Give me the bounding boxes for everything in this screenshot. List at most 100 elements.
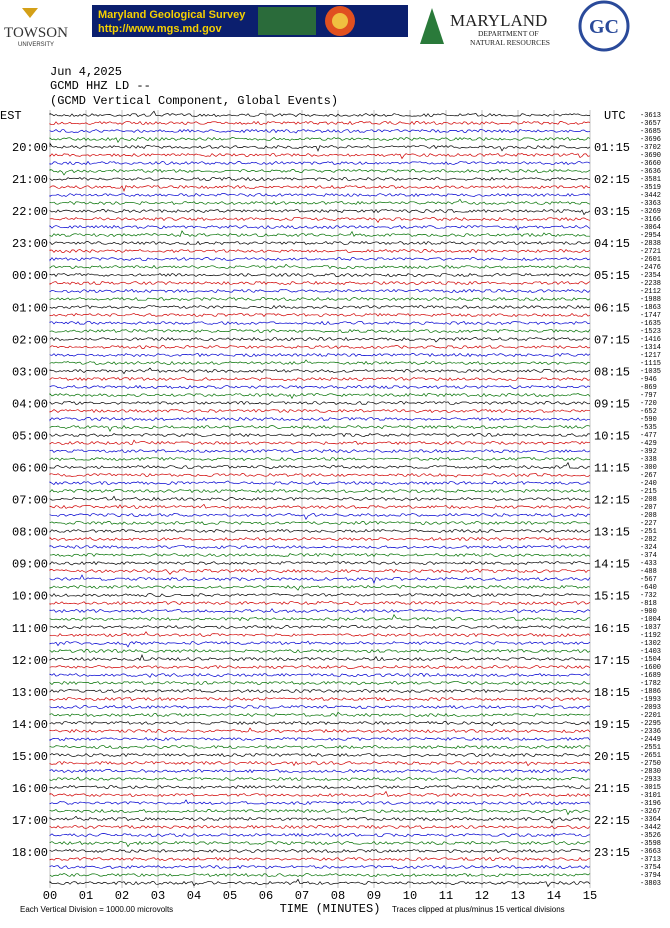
trace-offset: -3713 [640, 856, 661, 864]
trace-offset: -2449 [640, 736, 661, 744]
trace-offset: -1302 [640, 640, 661, 648]
trace [49, 776, 591, 781]
x-tick-label: 07 [295, 889, 309, 903]
trace [49, 654, 591, 661]
right-time: 18:15 [594, 686, 630, 700]
trace [49, 216, 591, 223]
trace-offset: -3754 [640, 864, 661, 872]
trace [49, 681, 591, 685]
trace [49, 608, 591, 614]
trace-offset: -3519 [640, 184, 661, 192]
trace [49, 367, 591, 375]
left-time: 04:00 [12, 397, 48, 411]
right-time: 05:15 [594, 269, 630, 283]
trace [49, 560, 591, 566]
trace-offset: -2651 [640, 752, 661, 760]
trace-offset: -300 [640, 464, 657, 472]
trace [49, 705, 591, 709]
trace [49, 359, 591, 365]
trace [49, 142, 591, 152]
trace-offset: -1747 [640, 312, 661, 320]
mgs-url: http://www.mgs.md.gov [98, 23, 223, 35]
trace-offset: -392 [640, 448, 657, 456]
trace-offset: -251 [640, 528, 657, 536]
left-time: 16:00 [12, 782, 48, 796]
trace-offset: -869 [640, 384, 657, 392]
right-time: 19:15 [594, 718, 630, 732]
right-time: 01:15 [594, 141, 630, 155]
trace-offset: -207 [640, 504, 657, 512]
trace-offset: -3702 [640, 144, 661, 152]
trace [49, 878, 591, 888]
trace [49, 376, 591, 381]
trace-offset: -797 [640, 392, 657, 400]
trace-offset: -3442 [640, 824, 661, 832]
trace [49, 425, 591, 432]
trace [49, 745, 591, 750]
right-time: 03:15 [594, 205, 630, 219]
trace-offset: -1416 [640, 336, 661, 344]
left-time: 23:00 [12, 237, 48, 251]
left-time: 12:00 [12, 654, 48, 668]
trace-offset: -2721 [640, 248, 661, 256]
trace-offset: -732 [640, 592, 657, 600]
x-title: TIME (MINUTES) [280, 902, 381, 916]
gc-badge: GC [578, 0, 630, 52]
trace [49, 503, 591, 510]
trace [49, 433, 591, 438]
trace-offset: -433 [640, 560, 657, 568]
trace [49, 785, 591, 790]
trace [49, 193, 591, 198]
right-time: 07:15 [594, 333, 630, 347]
trace [49, 409, 590, 414]
trace [49, 240, 591, 245]
trace-offset: -720 [640, 400, 657, 408]
trace [49, 640, 591, 648]
trace-offset: -567 [640, 576, 657, 584]
trace-offset: -3685 [640, 128, 661, 136]
left-time: 03:00 [12, 365, 48, 379]
trace [49, 392, 591, 400]
trace-offset: -1037 [640, 624, 661, 632]
trace-offset: -3267 [640, 808, 661, 816]
left-time: 13:00 [12, 686, 48, 700]
x-tick-label: 00 [43, 889, 57, 903]
trace-offset: -2830 [640, 768, 661, 776]
left-time: 09:00 [12, 558, 48, 572]
left-time: 07:00 [12, 494, 48, 508]
trace [49, 312, 591, 317]
trace [49, 601, 591, 606]
trace-offset: -374 [640, 552, 657, 560]
date: Jun 4,2025 [50, 65, 122, 79]
x-tick-label: 11 [439, 889, 453, 903]
trace-offset: -1403 [640, 648, 661, 656]
trace-offset: -1993 [640, 696, 661, 704]
trace-offset: -227 [640, 520, 657, 528]
mgs-map [258, 7, 316, 35]
trace [49, 545, 591, 549]
trace-offset: -488 [640, 568, 657, 576]
left-time: 01:00 [12, 301, 48, 315]
trace [49, 696, 591, 701]
right-time: 06:15 [594, 301, 630, 315]
right-time: 11:15 [594, 462, 630, 476]
left-time: 00:00 [12, 269, 48, 283]
trace [49, 840, 591, 848]
trace [49, 352, 591, 358]
trace [49, 711, 591, 718]
trace-offset: -2354 [640, 272, 661, 280]
footer-scale: Each Vertical Division = 1000.00 microvo… [20, 905, 173, 914]
trace [49, 263, 591, 270]
mgs-bg [92, 5, 408, 37]
trace-offset: -2601 [640, 256, 661, 264]
right-time: 20:15 [594, 750, 630, 764]
trace-offset: -3015 [640, 784, 661, 792]
trace [49, 753, 591, 757]
x-tick-label: 03 [151, 889, 165, 903]
trace [49, 689, 591, 694]
trace-offset: -2838 [640, 240, 661, 248]
trace-offset: -2336 [640, 728, 661, 736]
trace-offset: -1217 [640, 352, 661, 360]
x-tick-label: 10 [403, 889, 417, 903]
trace-offset: -338 [640, 456, 657, 464]
